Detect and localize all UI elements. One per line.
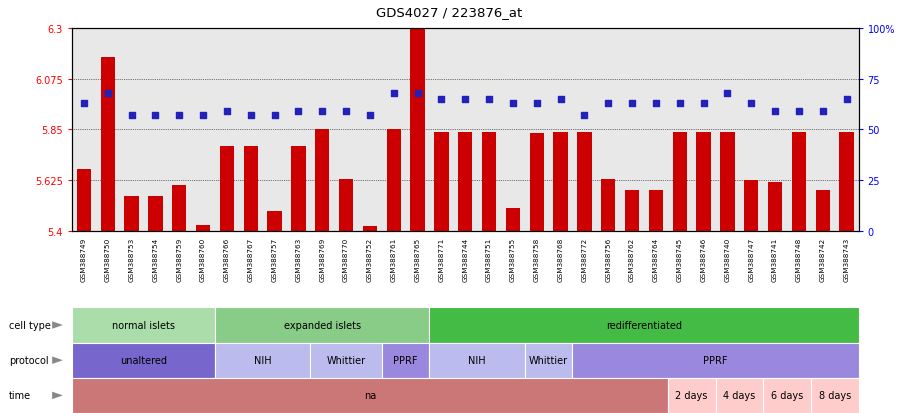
Bar bbox=[76, 169, 91, 231]
Text: NIH: NIH bbox=[254, 355, 271, 366]
Bar bbox=[720, 132, 734, 231]
Text: normal islets: normal islets bbox=[112, 320, 175, 330]
Text: GDS4027 / 223876_at: GDS4027 / 223876_at bbox=[377, 6, 522, 19]
Bar bbox=[291, 147, 306, 231]
Bar bbox=[434, 132, 449, 231]
Bar bbox=[815, 191, 830, 231]
Point bbox=[649, 100, 663, 107]
Point bbox=[577, 113, 592, 119]
Point bbox=[267, 113, 281, 119]
Point bbox=[172, 113, 186, 119]
Bar bbox=[101, 58, 115, 231]
Point bbox=[148, 113, 163, 119]
Point bbox=[482, 97, 496, 103]
Bar bbox=[196, 225, 210, 231]
Text: unaltered: unaltered bbox=[120, 355, 167, 366]
Point bbox=[720, 90, 734, 97]
Bar bbox=[697, 132, 711, 231]
Bar bbox=[601, 180, 616, 231]
Text: Whittier: Whittier bbox=[530, 355, 568, 366]
Bar bbox=[172, 185, 186, 231]
Bar bbox=[482, 132, 496, 231]
Point bbox=[291, 109, 306, 115]
Text: PPRF: PPRF bbox=[394, 355, 418, 366]
Bar bbox=[554, 132, 568, 231]
Text: 4 days: 4 days bbox=[723, 390, 755, 401]
Bar bbox=[649, 191, 663, 231]
Text: expanded islets: expanded islets bbox=[284, 320, 360, 330]
Point bbox=[124, 113, 138, 119]
Point bbox=[244, 113, 258, 119]
Point bbox=[530, 100, 544, 107]
Point bbox=[410, 90, 424, 97]
Bar bbox=[744, 180, 759, 231]
Point bbox=[601, 100, 616, 107]
Text: 2 days: 2 days bbox=[675, 390, 708, 401]
Point bbox=[434, 97, 449, 103]
Bar bbox=[339, 180, 353, 231]
Text: 8 days: 8 days bbox=[819, 390, 850, 401]
Point bbox=[625, 100, 639, 107]
Bar bbox=[458, 132, 472, 231]
Bar bbox=[124, 197, 138, 231]
Text: cell type: cell type bbox=[9, 320, 51, 330]
Point bbox=[339, 109, 353, 115]
Point bbox=[840, 97, 854, 103]
Text: na: na bbox=[364, 390, 376, 401]
Point bbox=[101, 90, 115, 97]
Text: NIH: NIH bbox=[468, 355, 486, 366]
Point bbox=[768, 109, 782, 115]
Bar bbox=[219, 147, 234, 231]
Point bbox=[362, 113, 377, 119]
Point bbox=[506, 100, 521, 107]
Bar bbox=[148, 197, 163, 231]
Point bbox=[196, 113, 210, 119]
Bar bbox=[362, 227, 377, 231]
Point bbox=[315, 109, 329, 115]
Point bbox=[387, 90, 401, 97]
Bar bbox=[672, 132, 687, 231]
Point bbox=[744, 100, 759, 107]
Point bbox=[672, 100, 687, 107]
Text: redifferentiated: redifferentiated bbox=[606, 320, 682, 330]
Bar bbox=[577, 132, 592, 231]
Point bbox=[76, 100, 91, 107]
Point bbox=[458, 97, 473, 103]
Text: 6 days: 6 days bbox=[771, 390, 803, 401]
Bar bbox=[267, 211, 281, 231]
Bar bbox=[792, 132, 806, 231]
Text: PPRF: PPRF bbox=[703, 355, 728, 366]
Bar bbox=[387, 130, 401, 231]
Bar bbox=[768, 183, 782, 231]
Text: time: time bbox=[9, 390, 31, 401]
Bar bbox=[244, 147, 258, 231]
Text: Whittier: Whittier bbox=[326, 355, 366, 366]
Bar bbox=[840, 132, 854, 231]
Point bbox=[219, 109, 234, 115]
Bar bbox=[315, 130, 329, 231]
Point bbox=[792, 109, 806, 115]
Point bbox=[554, 97, 568, 103]
Bar bbox=[506, 209, 520, 231]
Text: protocol: protocol bbox=[9, 355, 49, 366]
Bar bbox=[625, 191, 639, 231]
Bar bbox=[530, 133, 544, 231]
Point bbox=[697, 100, 711, 107]
Point bbox=[815, 109, 830, 115]
Bar bbox=[411, 29, 424, 231]
